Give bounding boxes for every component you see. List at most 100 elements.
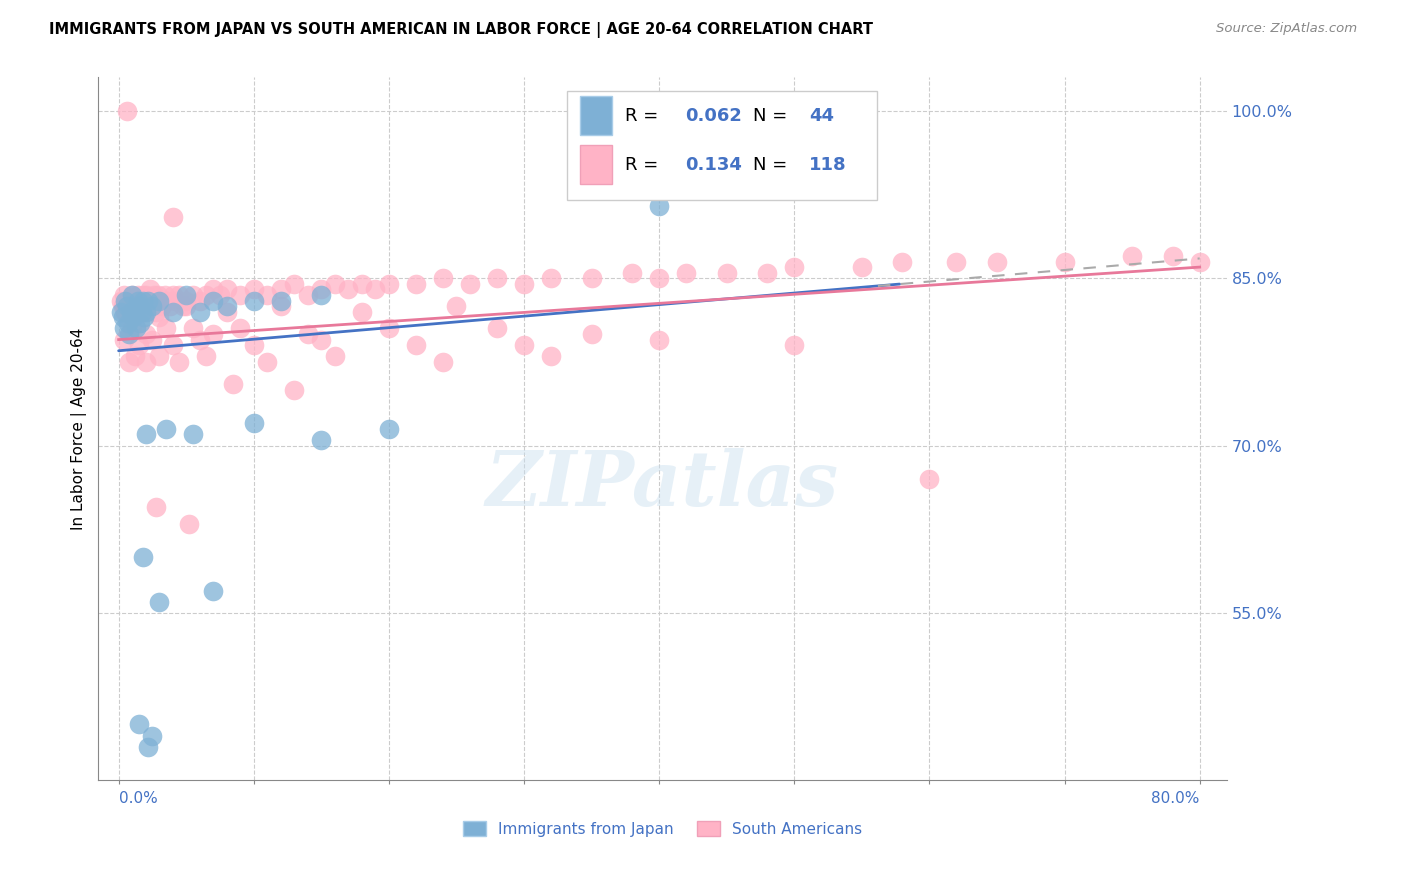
Point: [141, 299, 163, 313]
Point: [311, 282, 333, 296]
Point: [132, 293, 155, 308]
Point: [117, 299, 139, 313]
Point: [138, 293, 160, 308]
Point: [128, 338, 150, 352]
Point: [169, 288, 191, 302]
Point: [138, 739, 160, 754]
Point: [323, 277, 346, 291]
Point: [986, 254, 1008, 268]
Point: [121, 321, 143, 335]
Point: [242, 338, 264, 352]
Point: [153, 288, 176, 302]
Point: [129, 293, 152, 308]
Point: [141, 729, 163, 743]
Point: [135, 288, 157, 302]
Point: [202, 583, 225, 598]
Point: [945, 254, 967, 268]
Point: [112, 321, 135, 335]
Point: [128, 299, 150, 313]
Point: [716, 266, 738, 280]
Point: [350, 304, 373, 318]
Point: [485, 271, 508, 285]
Point: [159, 299, 181, 313]
Point: [513, 338, 536, 352]
Point: [229, 321, 252, 335]
Point: [120, 304, 142, 318]
Point: [188, 304, 211, 318]
Point: [124, 304, 146, 318]
Point: [1053, 254, 1076, 268]
Point: [756, 266, 779, 280]
Point: [121, 288, 143, 302]
Text: N =: N =: [752, 156, 787, 174]
Point: [111, 299, 134, 313]
Point: [162, 338, 184, 352]
Point: [114, 304, 136, 318]
Point: [195, 349, 218, 363]
Point: [364, 282, 387, 296]
Point: [115, 293, 138, 308]
Point: [337, 282, 360, 296]
Point: [173, 299, 195, 313]
Text: Source: ZipAtlas.com: Source: ZipAtlas.com: [1216, 22, 1357, 36]
Point: [648, 199, 671, 213]
Point: [134, 310, 156, 325]
Point: [918, 472, 941, 486]
Point: [112, 333, 135, 347]
Point: [162, 304, 184, 318]
Point: [540, 349, 562, 363]
Point: [1188, 254, 1211, 268]
Point: [125, 321, 148, 335]
Text: 0.0%: 0.0%: [118, 791, 157, 806]
Point: [270, 299, 292, 313]
Point: [122, 310, 145, 325]
Point: [222, 377, 245, 392]
Point: [174, 288, 197, 302]
Point: [118, 355, 141, 369]
Point: [142, 288, 165, 302]
Point: [202, 282, 225, 296]
Point: [110, 293, 132, 308]
Point: [128, 299, 150, 313]
Point: [195, 288, 218, 302]
Point: [141, 299, 163, 313]
Point: [675, 266, 697, 280]
Point: [174, 299, 197, 313]
Point: [891, 254, 914, 268]
Point: [215, 282, 238, 296]
Text: 118: 118: [810, 156, 846, 174]
Point: [138, 293, 160, 308]
Point: [270, 282, 292, 296]
Point: [162, 288, 184, 302]
Point: [783, 338, 806, 352]
Point: [122, 299, 145, 313]
Point: [148, 310, 170, 325]
Point: [181, 427, 204, 442]
Point: [446, 299, 468, 313]
Point: [141, 333, 163, 347]
Point: [202, 326, 225, 341]
Point: [120, 304, 142, 318]
Point: [783, 260, 806, 274]
Text: IMMIGRANTS FROM JAPAN VS SOUTH AMERICAN IN LABOR FORCE | AGE 20-64 CORRELATION C: IMMIGRANTS FROM JAPAN VS SOUTH AMERICAN …: [49, 22, 873, 38]
Text: 44: 44: [810, 107, 834, 125]
Point: [297, 288, 319, 302]
Point: [148, 293, 170, 308]
Point: [114, 293, 136, 308]
Point: [581, 271, 603, 285]
Point: [1161, 249, 1184, 263]
Point: [229, 288, 252, 302]
Point: [311, 433, 333, 447]
Point: [242, 293, 264, 308]
Point: [124, 293, 146, 308]
FancyBboxPatch shape: [581, 96, 612, 135]
Point: [128, 717, 150, 731]
Point: [648, 333, 671, 347]
Point: [112, 288, 135, 302]
Point: [127, 293, 149, 308]
Point: [1121, 249, 1143, 263]
Point: [174, 293, 197, 308]
Point: [202, 293, 225, 308]
Point: [143, 293, 166, 308]
Point: [405, 277, 427, 291]
